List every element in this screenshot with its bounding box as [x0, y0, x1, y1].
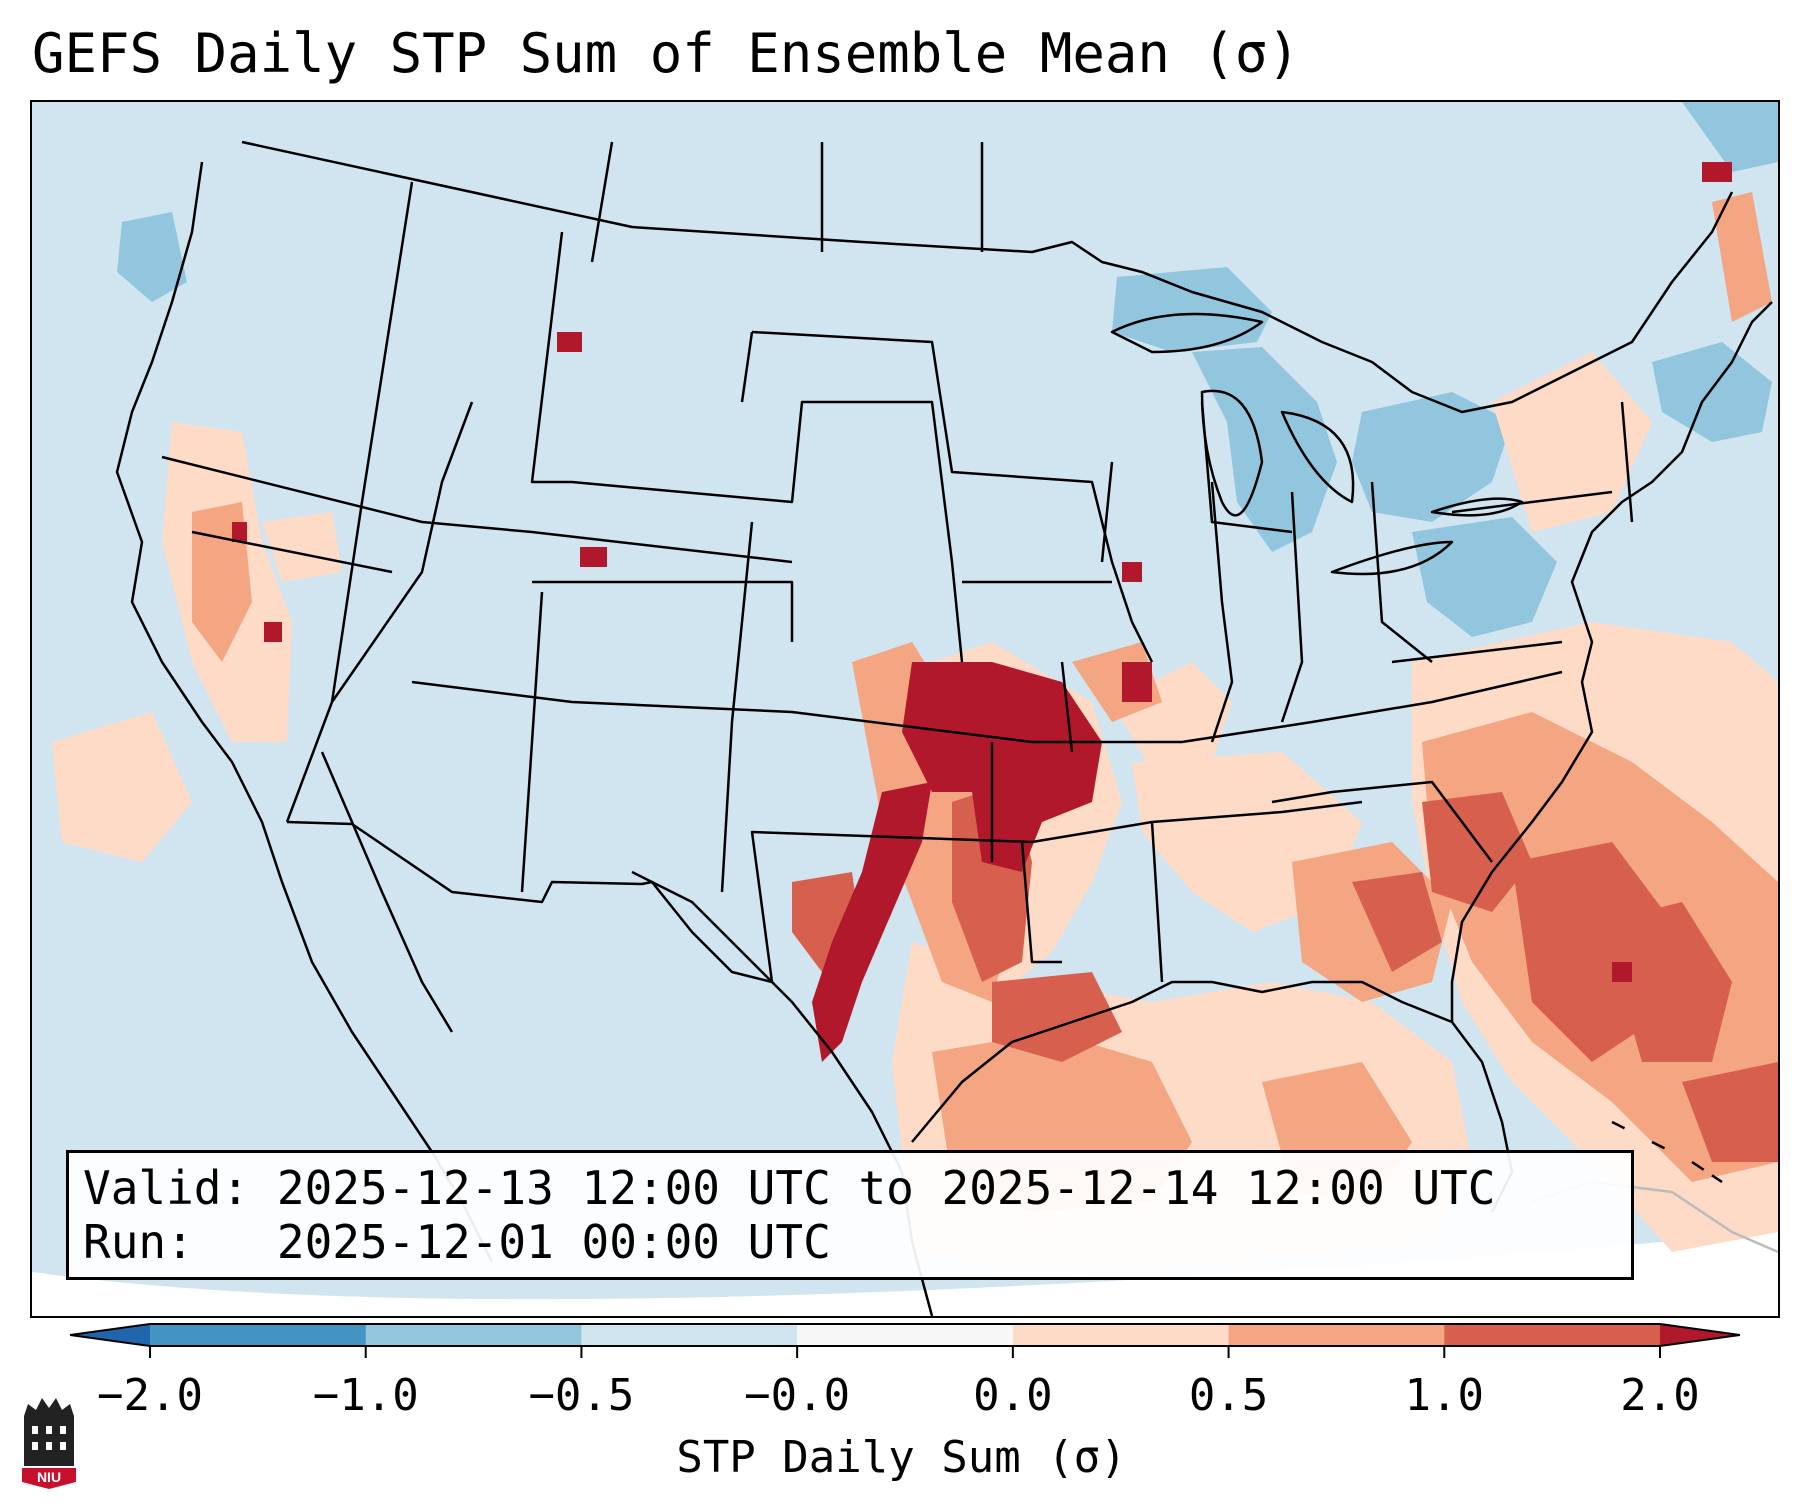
- colorbar: [70, 1323, 1740, 1358]
- colorbar-bin: [150, 1324, 367, 1346]
- niu-logo: NIU: [22, 1398, 76, 1489]
- colorbar-label: STP Daily Sum (σ): [676, 1432, 1127, 1483]
- projection-edge: [32, 1232, 1778, 1316]
- colorbar-extend-low: [70, 1324, 150, 1346]
- colorbar-bin: [1228, 1324, 1445, 1346]
- colorbar-tick-label: −2.0: [97, 1370, 203, 1421]
- colorbar-bin: [581, 1324, 798, 1346]
- colorbar-tick-label: 1.0: [1404, 1370, 1485, 1421]
- colorbar-tick-label: 2.0: [1620, 1370, 1700, 1421]
- colorbar-extend-high: [1660, 1324, 1740, 1346]
- map-canvas: [32, 102, 1778, 1316]
- negative-anomaly-areas: [117, 102, 1778, 637]
- colorbar-tick-label: 0.0: [973, 1370, 1053, 1421]
- colorbar-tick-label: −0.0: [744, 1370, 851, 1421]
- colorbar-bin: [1444, 1324, 1661, 1346]
- colorbar-tick-label: 0.5: [1188, 1370, 1269, 1421]
- map-frame: [30, 100, 1780, 1318]
- run-value: 2025-12-01 00:00 UTC: [276, 1215, 831, 1269]
- colorbar-tick-label: −1.0: [312, 1370, 419, 1421]
- valid-value: 2025-12-13 12:00 UTC to 2025-12-14 12:00…: [276, 1161, 1496, 1215]
- colorbar-tick-label: −0.5: [528, 1370, 635, 1421]
- colorbar-bin: [797, 1324, 1014, 1346]
- colorbar-bin: [1012, 1324, 1230, 1346]
- colorbar-bin: [365, 1324, 582, 1346]
- page-title: GEFS Daily STP Sum of Ensemble Mean (σ): [32, 22, 1300, 85]
- positive-anomaly-strong: [792, 782, 1778, 1162]
- map-boundaries: [115, 140, 1778, 1316]
- positive-anomaly-extreme: [232, 162, 1732, 1062]
- valid-label: Valid:: [83, 1161, 250, 1215]
- logo-text: NIU: [37, 1469, 61, 1485]
- valid-time-box: Valid: 2025-12-13 12:00 UTC to 2025-12-1…: [66, 1150, 1634, 1280]
- run-label: Run:: [83, 1215, 194, 1269]
